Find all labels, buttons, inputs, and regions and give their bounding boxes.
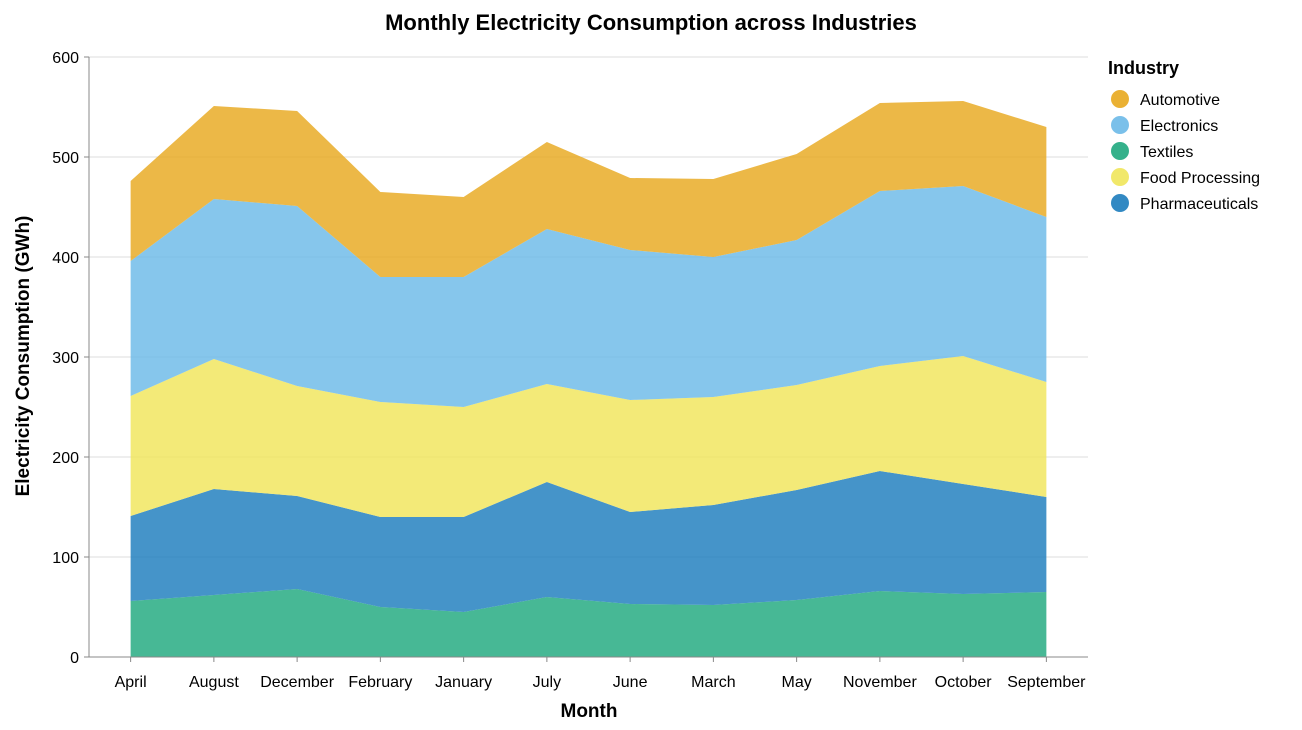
x-tick-label: March [691, 674, 735, 691]
legend: Industry Automotive Electronics Textiles Fo… [1108, 58, 1260, 213]
x-tick-label: October [935, 674, 993, 691]
legend-swatch-electronics [1111, 116, 1129, 134]
x-tick-label: September [1007, 674, 1086, 691]
series-areas [130, 101, 1047, 657]
legend-label-electronics: Electronics [1140, 118, 1218, 135]
y-tick-label: 0 [70, 650, 79, 667]
y-tick-label: 200 [52, 450, 79, 467]
legend-swatch-pharmaceuticals [1111, 194, 1129, 212]
x-tick-label: January [435, 674, 492, 691]
legend-swatch-food-processing [1111, 168, 1129, 186]
legend-label-pharmaceuticals: Pharmaceuticals [1140, 196, 1258, 213]
x-tick-label: December [260, 674, 334, 691]
legend-swatch-textiles [1111, 142, 1129, 160]
y-tick-label: 300 [52, 350, 79, 367]
y-axis-title: Electricity Consumption (GWh) [13, 216, 34, 497]
x-tick-labels: April August December February January July Ju… [115, 657, 1086, 691]
legend-swatch-automotive [1111, 90, 1129, 108]
x-axis-title: Month [561, 701, 618, 722]
x-tick-label: May [782, 674, 812, 691]
chart-title: Monthly Electricity Consumption across I… [385, 10, 917, 35]
y-tick-labels: 0 100 200 300 400 500 600 [52, 50, 89, 667]
x-tick-label: July [533, 674, 561, 691]
y-tick-label: 100 [52, 550, 79, 567]
legend-title: Industry [1108, 58, 1179, 78]
x-tick-label: June [613, 674, 648, 691]
x-tick-label: February [348, 674, 412, 691]
area-textiles [130, 589, 1047, 657]
area-food-processing [130, 356, 1047, 517]
legend-label-food-processing: Food Processing [1140, 170, 1260, 187]
area-automotive [130, 101, 1047, 277]
y-tick-label: 500 [52, 150, 79, 167]
legend-label-textiles: Textiles [1140, 144, 1193, 161]
y-tick-label: 400 [52, 250, 79, 267]
area-pharmaceuticals [130, 471, 1047, 612]
x-tick-label: April [115, 674, 147, 691]
x-tick-label: August [189, 674, 239, 691]
y-tick-label: 600 [52, 50, 79, 67]
x-tick-label: November [843, 674, 917, 691]
area-electronics [130, 186, 1047, 407]
legend-label-automotive: Automotive [1140, 92, 1220, 109]
